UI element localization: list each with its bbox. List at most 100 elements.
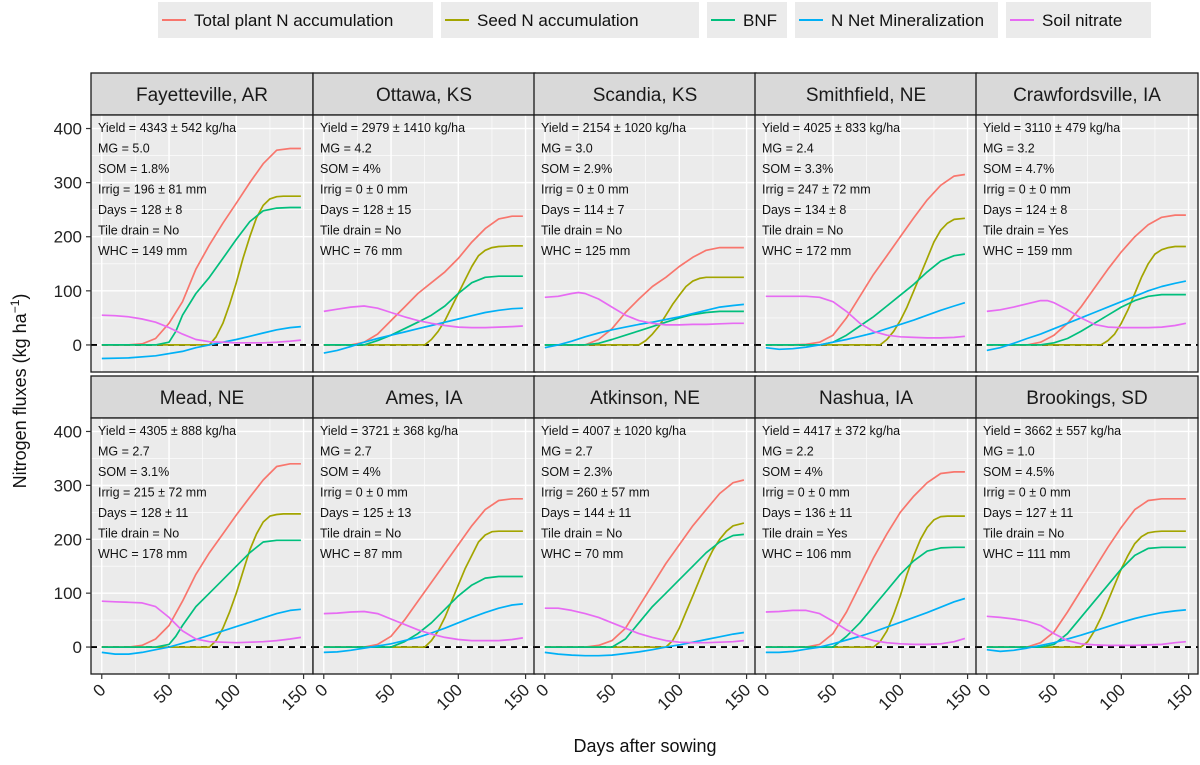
facet-strip (975, 72, 1199, 116)
site-annotation-line: Days = 144 ± 11 (541, 506, 631, 520)
series-line-seed-n-accumulation (986, 530, 1186, 648)
y-tick-label: 0 (73, 638, 82, 657)
y-tick-label: 200 (54, 228, 82, 247)
site-annotation-line: Yield = 4343 ± 542 kg/ha (98, 121, 236, 135)
plot-background (91, 418, 313, 674)
facet-strip-label: Fayetteville, AR (136, 85, 268, 106)
series-line-soil-nitrate (986, 299, 1187, 329)
series-line-soil-nitrate (986, 615, 1186, 647)
site-annotation-line: Tile drain = No (98, 527, 179, 541)
site-annotation-line: MG = 2.7 (98, 445, 150, 459)
series-line-n-net-mineralization (986, 609, 1186, 653)
series-line-n-net-mineralization (323, 603, 523, 654)
site-annotation-line: Tile drain = No (983, 527, 1064, 541)
legend-item-total-plant-n-accumulation: Total plant N accumulation (158, 2, 433, 38)
series-line-seed-n-accumulation (323, 530, 523, 648)
panel-border (975, 417, 1199, 675)
facet-strip-label: Scandia, KS (593, 85, 698, 106)
series-line-n-net-mineralization (323, 307, 523, 354)
x-tick-label: 100 (433, 680, 466, 713)
x-tick-label: 50 (1035, 680, 1062, 707)
series-line-soil-nitrate (101, 314, 301, 344)
x-tick-label: 50 (150, 680, 177, 707)
site-annotation-line: WHC = 178 mm (98, 547, 187, 561)
facet-panel-ames-ia: Ames, IA Yield = 3721 ± 368 kg/ha MG = 2.7… (311, 375, 536, 714)
plot-background (976, 115, 1198, 372)
series-line-n-net-mineralization (544, 303, 744, 349)
series-line-total-plant-n-accumulation (544, 246, 744, 346)
plot-background (755, 418, 977, 674)
site-annotation-line: Days = 134 ± 8 (762, 203, 846, 217)
x-tick-label: 150 (500, 680, 533, 713)
facet-panel-brookings-sd: Brookings, SD Yield = 3662 ± 557 kg/ha MG … (974, 375, 1199, 714)
series-line-total-plant-n-accumulation (765, 173, 966, 346)
series-line-soil-nitrate (101, 600, 302, 644)
facet-strip-label: Ames, IA (385, 388, 462, 409)
series-line-total-plant-n-accumulation (765, 471, 965, 648)
series-line-soil-nitrate (323, 610, 524, 642)
facet-strip-label: Crawfordsville, IA (1013, 85, 1161, 106)
x-tick-label: 50 (593, 680, 620, 707)
site-annotation-line: Irrig = 260 ± 57 mm (541, 486, 650, 500)
y-axis-title-main: Nitrogen fluxes (kg ha (10, 312, 30, 488)
series-line-seed-n-accumulation (986, 245, 1186, 346)
site-annotation-line: SOM = 3.3% (762, 162, 833, 176)
series-line-bnf (544, 533, 744, 648)
legend-item-seed-n-accumulation: Seed N accumulation (441, 2, 699, 38)
site-annotation-line: WHC = 76 mm (320, 244, 402, 258)
series-line-soil-nitrate (765, 609, 966, 646)
facet-strip-label: Atkinson, NE (590, 388, 700, 409)
site-annotation-line: MG = 2.2 (762, 445, 814, 459)
site-annotation-line: Irrig = 0 ± 0 mm (320, 183, 408, 197)
facet-strip (975, 375, 1199, 419)
site-annotation-line: Yield = 4305 ± 888 kg/ha (98, 424, 236, 438)
site-annotation-line: Tile drain = No (541, 527, 622, 541)
series-line-total-plant-n-accumulation (323, 497, 523, 648)
site-annotation-line: Tile drain = No (320, 224, 401, 238)
facet-strip-label: Nashua, IA (819, 388, 913, 409)
legend-key-background (158, 2, 433, 38)
facet-panel-fayetteville-ar: Fayetteville, AR Yield = 4343 ± 542 kg/ha… (54, 72, 314, 373)
series-line-seed-n-accumulation (101, 513, 301, 648)
site-annotation-line: Yield = 4417 ± 372 kg/ha (762, 424, 900, 438)
series-line-seed-n-accumulation (101, 195, 301, 346)
x-tick-label: 0 (311, 680, 331, 700)
site-annotation-line: Irrig = 0 ± 0 mm (762, 486, 850, 500)
series-line-n-net-mineralization (986, 280, 1187, 352)
site-annotation-line: WHC = 159 mm (983, 244, 1072, 258)
site-annotation-line: WHC = 125 mm (541, 244, 630, 258)
facet-panel-atkinson-ne: Atkinson, NE Yield = 4007 ± 1020 kg/ha MG … (532, 375, 757, 714)
y-tick-label: 400 (54, 120, 82, 139)
series-line-n-net-mineralization (101, 608, 301, 655)
site-annotation-line: Days = 128 ± 15 (320, 203, 411, 217)
site-annotation-line: Yield = 3662 ± 557 kg/ha (983, 424, 1121, 438)
facet-panel-crawfordsville-ia: Crawfordsville, IA Yield = 3110 ± 479 kg/… (975, 72, 1199, 373)
site-annotation-line: Yield = 4025 ± 833 kg/ha (762, 121, 900, 135)
series-line-total-plant-n-accumulation (323, 215, 523, 346)
legend-label: N Net Mineralization (831, 11, 984, 30)
site-annotation-line: MG = 2.7 (320, 445, 372, 459)
x-tick-label: 100 (1096, 680, 1129, 713)
site-annotation-line: SOM = 4% (762, 465, 823, 479)
site-annotation-line: Tile drain = No (762, 224, 843, 238)
site-annotation-line: Yield = 4007 ± 1020 kg/ha (541, 424, 686, 438)
series-line-total-plant-n-accumulation (986, 497, 1186, 648)
x-tick-label: 50 (372, 680, 399, 707)
y-tick-label: 100 (54, 282, 82, 301)
plot-background (313, 115, 535, 372)
site-annotation-line: MG = 2.4 (762, 142, 814, 156)
legend-key-background (441, 2, 699, 38)
legend-item-n-net-mineralization: N Net Mineralization (795, 2, 998, 38)
site-annotation-line: MG = 3.0 (541, 142, 593, 156)
legend-key-background (795, 2, 998, 38)
x-tick-label: 0 (753, 680, 773, 700)
facet-strip (312, 375, 536, 419)
x-tick-label: 100 (211, 680, 244, 713)
facet-strip-label: Ottawa, KS (376, 85, 472, 106)
facet-panel-nashua-ia: Nashua, IA Yield = 4417 ± 372 kg/ha MG = 2… (753, 375, 978, 714)
site-annotation-line: SOM = 4.7% (983, 162, 1054, 176)
series-line-seed-n-accumulation (544, 276, 744, 346)
site-annotation-line: MG = 1.0 (983, 445, 1035, 459)
facet-panel-mead-ne: Mead, NE Yield = 4305 ± 888 kg/ha MG = 2.7… (54, 375, 314, 714)
